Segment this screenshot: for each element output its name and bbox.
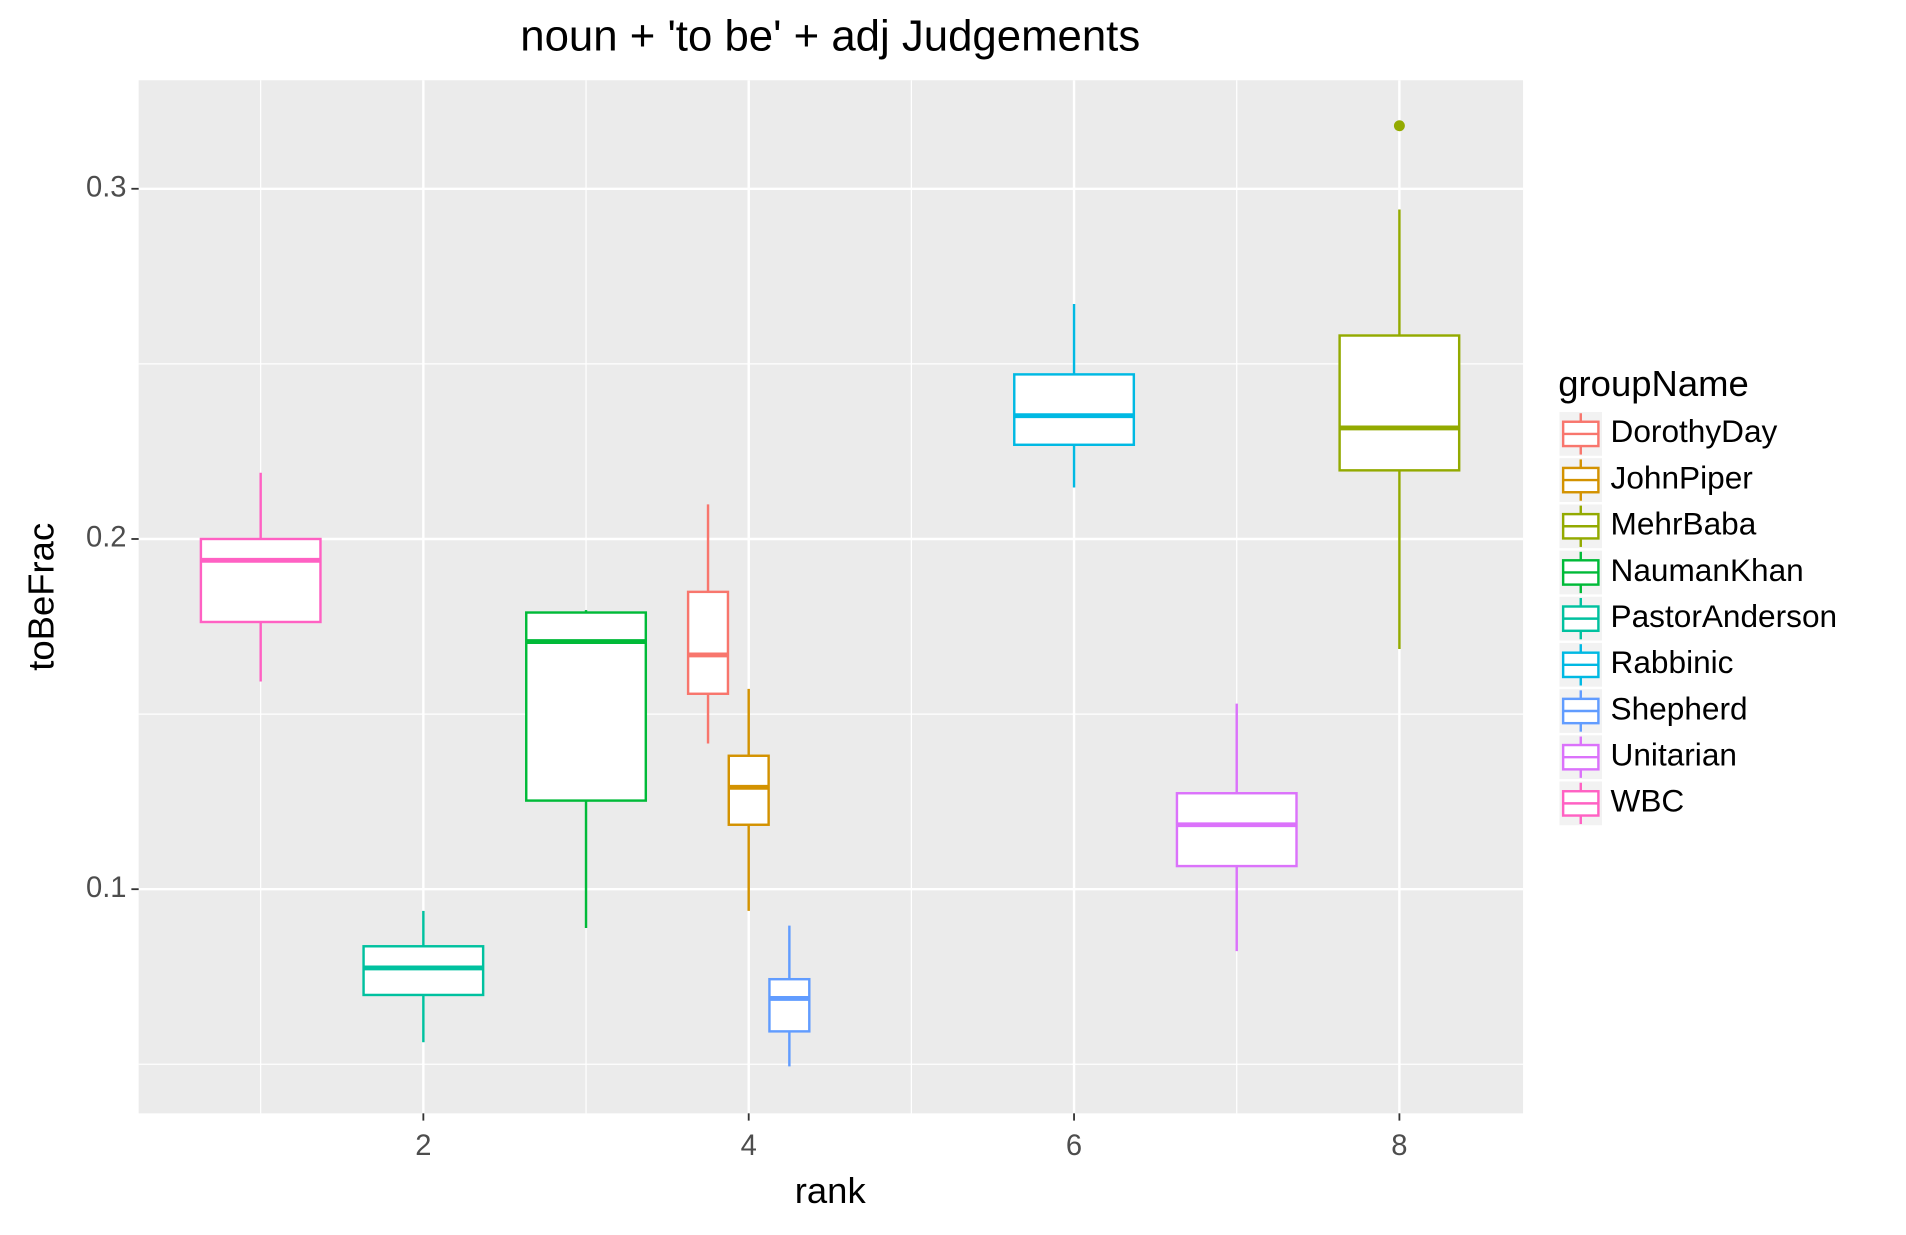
legend-label: Rabbinic — [1611, 644, 1734, 680]
panel — [138, 80, 1524, 1114]
box — [1013, 373, 1136, 446]
legend-label: MehrBaba — [1611, 506, 1757, 542]
y-tick-label: 0.2 — [86, 522, 127, 554]
box — [199, 537, 322, 624]
x-tick-label: 8 — [1391, 1130, 1407, 1162]
legend-label: WBC — [1611, 783, 1685, 819]
box — [1338, 334, 1461, 472]
x-tick-label: 6 — [1066, 1130, 1082, 1162]
box — [768, 977, 811, 1033]
box — [362, 945, 485, 997]
chart-title: noun + 'to be' + adj Judgements — [520, 11, 1140, 60]
marks — [199, 120, 1461, 1067]
box — [686, 590, 730, 695]
box — [1175, 792, 1298, 868]
legend-label: JohnPiper — [1611, 459, 1753, 495]
y-axis-title: toBeFrac — [20, 523, 61, 671]
box — [727, 754, 770, 826]
outlier — [1393, 120, 1405, 132]
x-tick-label: 4 — [741, 1130, 757, 1162]
x-axis-title: rank — [795, 1170, 867, 1211]
legend-label: Shepherd — [1611, 690, 1748, 726]
legend-label: DorothyDay — [1611, 413, 1778, 449]
legend-label: Unitarian — [1611, 737, 1737, 773]
legend-label: PastorAnderson — [1611, 598, 1838, 634]
legend-title: groupName — [1558, 363, 1748, 404]
y-tick-label: 0.1 — [86, 872, 127, 904]
legend-label: NaumanKhan — [1611, 552, 1804, 588]
y-tick-label: 0.3 — [86, 171, 127, 203]
x-tick-label: 2 — [415, 1130, 431, 1162]
